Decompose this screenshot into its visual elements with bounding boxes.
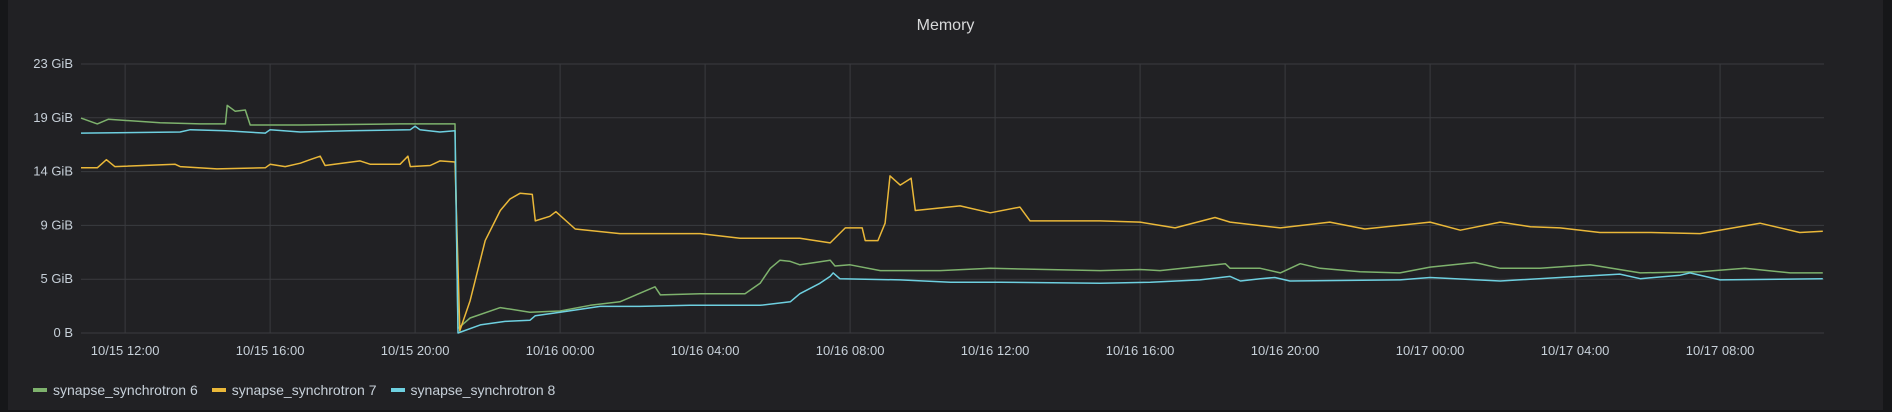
- x-tick-label: 10/16 12:00: [961, 343, 1030, 358]
- y-tick-label: 19 GiB: [33, 110, 73, 125]
- legend-label: synapse_synchrotron 8: [410, 382, 556, 398]
- legend: synapse_synchrotron 6 synapse_synchrotro…: [33, 382, 555, 398]
- x-tick-label: 10/16 04:00: [671, 343, 740, 358]
- grid: [81, 63, 1824, 334]
- x-axis: 10/15 12:00 10/15 16:00 10/15 20:00 10/16 0…: [91, 343, 1755, 358]
- x-tick-label: 10/16 08:00: [816, 343, 885, 358]
- legend-swatch-icon: [390, 388, 405, 392]
- legend-item-synchrotron-6[interactable]: synapse_synchrotron 6: [33, 382, 198, 398]
- series-line-8: [80, 125, 1823, 334]
- x-tick-label: 10/15 12:00: [91, 343, 160, 358]
- x-tick-label: 10/17 08:00: [1686, 343, 1755, 358]
- y-axis: 0 B 5 GiB 9 GiB 14 GiB 19 GiB 23 GiB: [33, 56, 73, 340]
- series-line-6: [80, 104, 1823, 330]
- y-tick-label: 9 GiB: [40, 217, 73, 232]
- x-tick-label: 10/16 16:00: [1106, 343, 1175, 358]
- memory-panel: Memory: [8, 0, 1883, 410]
- y-tick-label: 0 B: [53, 325, 73, 340]
- x-tick-label: 10/17 04:00: [1541, 343, 1610, 358]
- legend-item-synchrotron-7[interactable]: synapse_synchrotron 7: [211, 382, 377, 398]
- x-tick-label: 10/16 20:00: [1251, 343, 1320, 358]
- x-tick-label: 10/15 20:00: [381, 343, 450, 358]
- series-line-7: [81, 155, 1823, 332]
- legend-item-synchrotron-8[interactable]: synapse_synchrotron 8: [390, 382, 556, 398]
- legend-label: synapse_synchrotron 7: [231, 382, 377, 398]
- series-lines: [80, 104, 1823, 334]
- legend-label: synapse_synchrotron 6: [53, 382, 198, 398]
- x-tick-label: 10/15 16:00: [236, 343, 305, 358]
- panel-title[interactable]: Memory: [916, 17, 975, 34]
- legend-swatch-icon: [33, 388, 47, 392]
- y-tick-label: 5 GiB: [40, 271, 73, 286]
- x-tick-label: 10/17 00:00: [1396, 343, 1465, 358]
- y-tick-label: 14 GiB: [33, 164, 73, 179]
- legend-swatch-icon: [211, 388, 226, 392]
- y-tick-label: 23 GiB: [33, 56, 73, 71]
- x-tick-label: 10/16 00:00: [526, 343, 595, 358]
